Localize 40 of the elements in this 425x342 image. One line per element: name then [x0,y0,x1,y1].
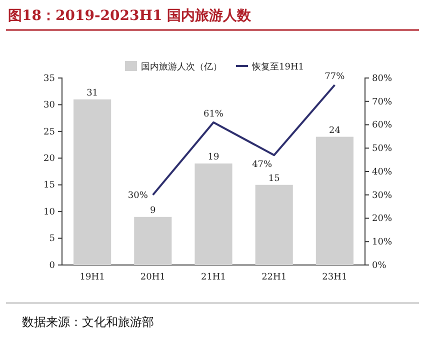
y-tick-label: 35 [44,74,56,84]
x-tick-label: 22H1 [262,272,287,282]
x-tick-label: 21H1 [200,272,226,282]
bar [255,184,293,265]
y2-tick-label: 40% [372,167,392,178]
y-tick-label: 30 [44,100,56,111]
data-label: 77% [324,72,346,82]
data-label: 15 [268,174,280,184]
y2-tick-label: 10% [372,238,392,248]
data-label: 30% [128,190,148,201]
data-label: 24 [328,126,341,136]
y-tick-label: 20 [44,154,56,164]
bar [194,163,232,265]
legend-label: 恢复至19H1 [251,62,304,72]
y2-tick-label: 20% [372,214,392,224]
y-tick-label: 25 [44,127,56,138]
data-label: 61% [203,109,224,120]
y-tick-label: 0 [49,260,56,271]
y-tick-label: 5 [49,234,56,244]
bar [316,136,354,265]
y-tick-label: 15 [44,180,56,191]
data-label: 9 [150,206,156,216]
y2-tick-label: 80% [372,74,392,84]
y2-tick-label: 70% [372,97,392,108]
x-tick-label: 23H1 [322,272,348,282]
y-tick-label: 10 [44,207,56,218]
y2-tick-label: 60% [372,120,392,131]
data-label: 19 [208,152,220,162]
source-note: 数据来源：文化和旅游部 [22,315,154,329]
bar [74,99,112,265]
chart-title: 图18：2019-2023H1 国内旅游人数 [8,8,252,24]
data-label: 47% [252,160,273,170]
y2-tick-label: 50% [372,144,392,154]
legend-label: 国内旅游人次（亿） [141,62,222,72]
x-tick-label: 20H1 [140,272,166,282]
y2-tick-label: 0% [372,260,387,271]
bar [134,216,172,265]
data-label: 31 [86,88,98,98]
y2-tick-label: 30% [372,190,392,201]
x-tick-label: 19H1 [80,272,105,282]
